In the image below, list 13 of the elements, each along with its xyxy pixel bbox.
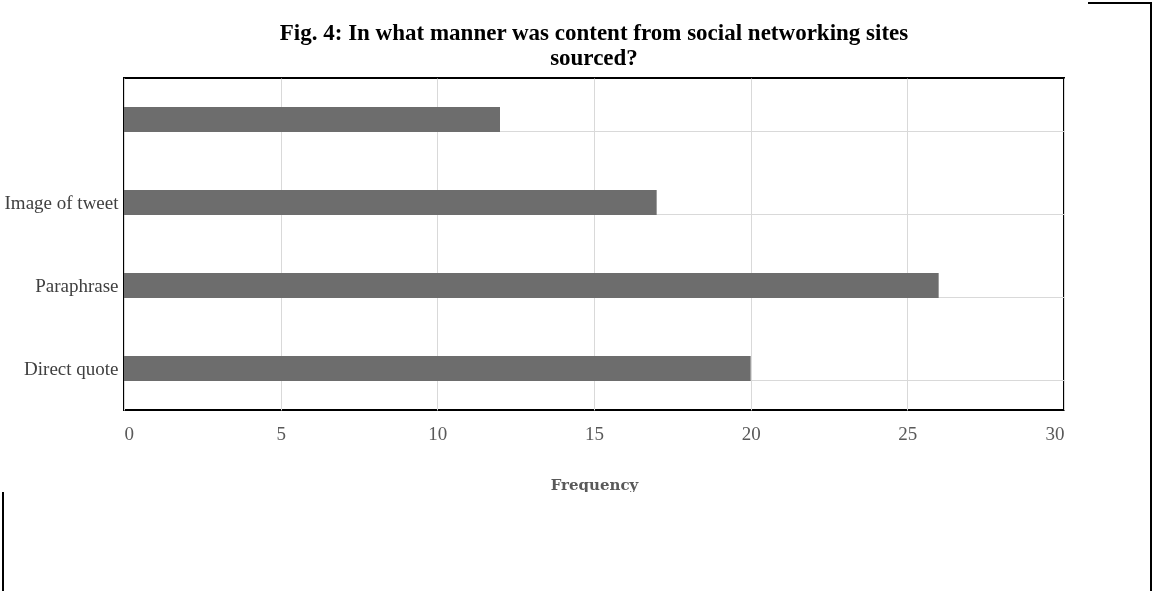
x-tick-label: 25 (898, 422, 918, 444)
y-tick-label: Paraphrase (35, 274, 119, 296)
text: Fig. 4: In what manner was content from social networking sites (279, 20, 909, 45)
x-tick-label: 20 (741, 422, 761, 444)
x-axis-title: Frequency (550, 475, 640, 494)
x-tick-label: 15 (585, 422, 604, 444)
x-tick-label: 0 (124, 422, 134, 444)
text: sourced? (550, 45, 638, 70)
x-tick-label: 10 (428, 422, 448, 444)
y-tick-label: Image of tweet (4, 191, 120, 213)
x-tick-label: 5 (276, 422, 286, 444)
x-tick-label: 30 (1045, 422, 1065, 444)
y-tick-label: Direct quote (24, 357, 119, 379)
